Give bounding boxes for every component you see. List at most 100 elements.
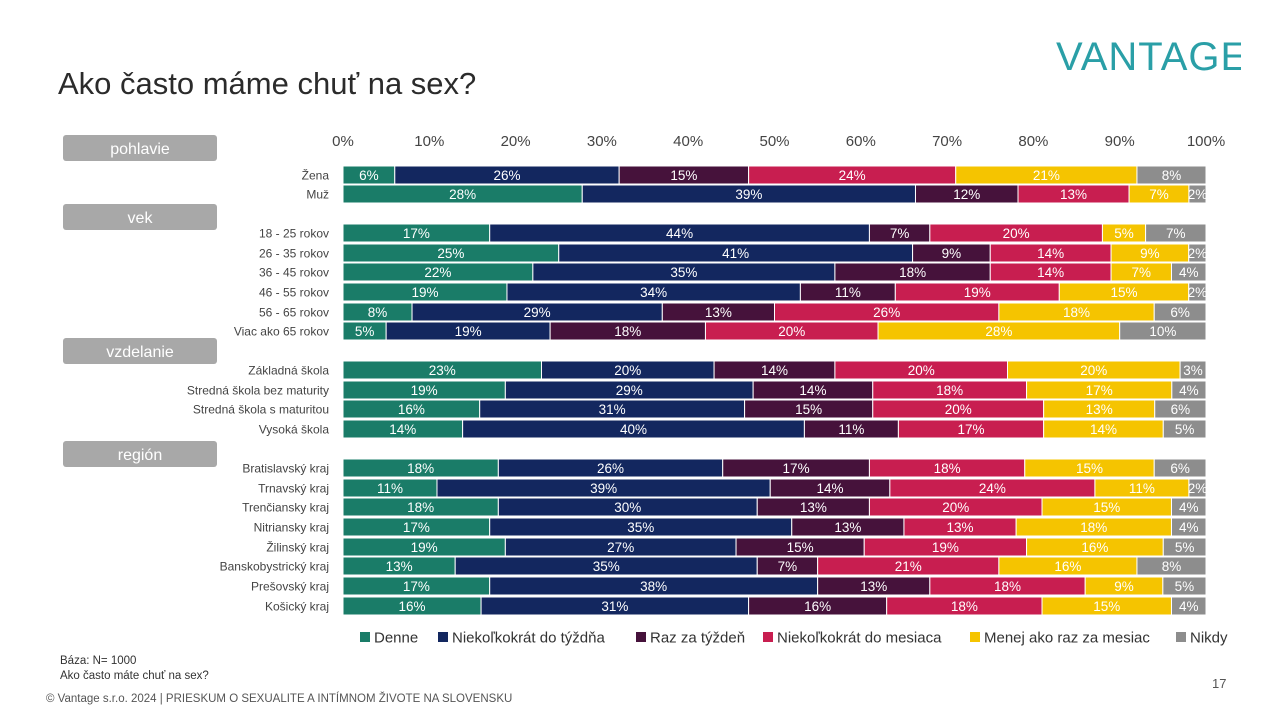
legend-swatch xyxy=(636,632,646,642)
row-category-label: Bratislavský kraj xyxy=(242,462,329,476)
data-label: 15% xyxy=(1076,461,1103,476)
data-label: 18% xyxy=(934,461,961,476)
data-label: 17% xyxy=(403,579,430,594)
data-label: 19% xyxy=(411,540,438,555)
bar-segment xyxy=(1188,478,1207,498)
x-tick-label: 90% xyxy=(1105,133,1135,150)
data-label: 31% xyxy=(599,402,626,417)
data-label: 34% xyxy=(640,285,667,300)
data-label: 29% xyxy=(524,305,551,320)
data-label: 38% xyxy=(640,579,667,594)
data-label: 16% xyxy=(398,402,425,417)
bar-segment xyxy=(1153,458,1207,478)
bar-segment xyxy=(1188,184,1207,204)
data-label: 26% xyxy=(597,461,624,476)
data-label: 2% xyxy=(1188,481,1208,496)
base-label: Báza: N= 1000 xyxy=(60,655,137,667)
legend-swatch xyxy=(1176,632,1186,642)
data-label: 28% xyxy=(985,324,1012,339)
group-label-box xyxy=(63,441,217,467)
data-label: 20% xyxy=(942,500,969,515)
row-category-label: Stredná škola bez maturity xyxy=(187,384,329,398)
bar-segment xyxy=(1119,321,1207,341)
row-category-label: Košický kraj xyxy=(265,600,329,614)
x-tick-label: 10% xyxy=(414,133,444,150)
bar-segment xyxy=(1170,262,1207,282)
data-label: 15% xyxy=(670,168,697,183)
base-question: Ako často máte chuť na sex? xyxy=(60,670,209,682)
data-label: 6% xyxy=(1171,402,1191,417)
legend-swatch xyxy=(438,632,448,642)
brand-text: VANTAGE xyxy=(1056,35,1241,76)
data-label: 17% xyxy=(1086,383,1113,398)
data-label: 17% xyxy=(403,520,430,535)
row-category-label: Žena xyxy=(302,168,330,183)
group-label: vzdelanie xyxy=(106,344,174,361)
data-label: 5% xyxy=(1175,422,1195,437)
row-category-label: Stredná škola s maturitou xyxy=(193,403,329,417)
data-label: 15% xyxy=(1110,285,1137,300)
data-label: 4% xyxy=(1179,265,1199,280)
bar-segment xyxy=(1170,517,1207,537)
group-label-box xyxy=(63,338,217,364)
data-label: 8% xyxy=(368,305,388,320)
bar-segment xyxy=(1188,282,1207,302)
bar-segment xyxy=(1170,596,1207,616)
bar-segment xyxy=(1170,497,1207,517)
data-label: 5% xyxy=(355,324,375,339)
data-label: 13% xyxy=(800,500,827,515)
data-label: 41% xyxy=(722,246,749,261)
bar-segment xyxy=(1179,360,1207,380)
data-label: 9% xyxy=(1114,579,1134,594)
row-category-label: Žilinský kraj xyxy=(266,540,329,555)
page-number: 17 xyxy=(1212,676,1227,691)
data-label: 13% xyxy=(860,579,887,594)
group-label: región xyxy=(118,447,162,464)
data-label: 10% xyxy=(1149,324,1176,339)
data-label: 39% xyxy=(590,481,617,496)
x-tick-label: 30% xyxy=(587,133,617,150)
data-label: 40% xyxy=(620,422,647,437)
data-label: 4% xyxy=(1179,520,1199,535)
legend-label: Denne xyxy=(374,630,418,647)
data-label: 6% xyxy=(1170,305,1190,320)
x-tick-label: 20% xyxy=(501,133,531,150)
data-label: 8% xyxy=(1162,559,1182,574)
data-label: 16% xyxy=(1054,559,1081,574)
data-label: 20% xyxy=(614,363,641,378)
bar-segment xyxy=(1154,399,1207,419)
data-label: 2% xyxy=(1188,187,1208,202)
data-label: 18% xyxy=(936,383,963,398)
data-label: 11% xyxy=(1129,481,1155,496)
row-category-label: Banskobystrický kraj xyxy=(220,560,329,574)
data-label: 20% xyxy=(1003,226,1030,241)
data-label: 16% xyxy=(804,599,831,614)
footer-text: © Vantage s.r.o. 2024 | PRIESKUM O SEXUA… xyxy=(46,693,513,705)
data-label: 7% xyxy=(778,559,798,574)
legend-label: Niekoľkokrát do mesiaca xyxy=(777,630,942,647)
data-label: 9% xyxy=(1140,246,1160,261)
data-label: 19% xyxy=(964,285,991,300)
data-label: 5% xyxy=(1175,540,1195,555)
row-category-label: Prešovský kraj xyxy=(251,580,329,594)
data-label: 5% xyxy=(1114,226,1134,241)
data-label: 15% xyxy=(1093,599,1120,614)
legend-swatch xyxy=(970,632,980,642)
data-label: 14% xyxy=(817,481,844,496)
data-label: 12% xyxy=(953,187,980,202)
data-label: 7% xyxy=(1149,187,1169,202)
row-category-label: 36 - 45 rokov xyxy=(259,266,329,280)
x-tick-label: 100% xyxy=(1187,133,1225,150)
data-label: 9% xyxy=(942,246,962,261)
data-label: 14% xyxy=(761,363,788,378)
bar-segment xyxy=(1145,223,1207,243)
row-category-label: Základná škola xyxy=(248,364,329,378)
vantage-logo: VANTAGE xyxy=(1056,35,1241,76)
bar-segment xyxy=(1136,556,1207,576)
data-label: 19% xyxy=(455,324,482,339)
data-label: 4% xyxy=(1179,500,1199,515)
row-category-label: Viac ako 65 rokov xyxy=(234,325,329,339)
legend-label: Niekoľkokrát do týždňa xyxy=(452,630,605,647)
data-label: 24% xyxy=(979,481,1006,496)
x-tick-label: 70% xyxy=(932,133,962,150)
